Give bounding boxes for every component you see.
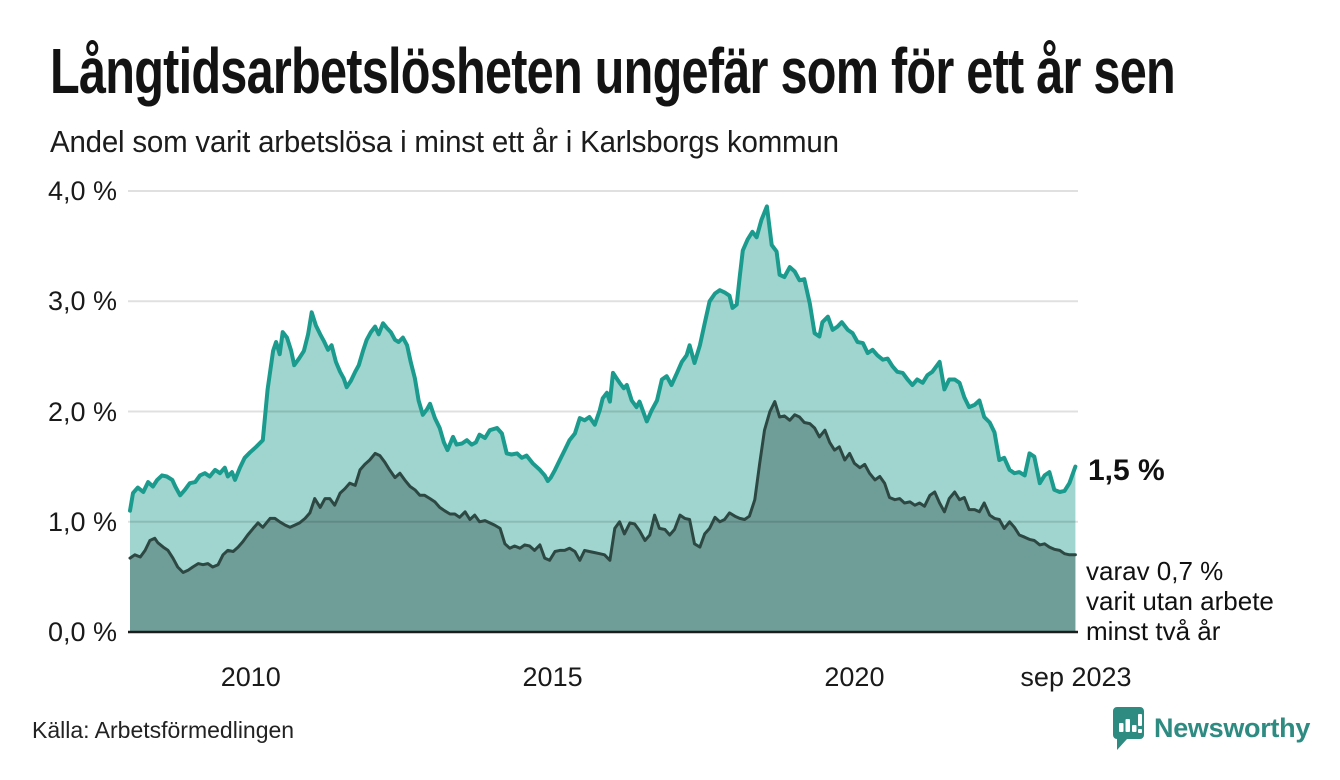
series-two-year-line	[128, 400, 1077, 574]
source-note: Källa: Arbetsförmedlingen	[32, 717, 295, 743]
series-total-line	[128, 204, 1078, 513]
page-title: Långtidsarbetslösheten ungefär som för e…	[50, 35, 1176, 107]
series-end-label-total: 1,5 %	[1088, 454, 1165, 487]
x-axis-tick-label: sep 2023	[1020, 662, 1132, 692]
y-axis-tick-label: 2,0 %	[47, 396, 117, 427]
chart-subtitle: Andel som varit arbetslösa i minst ett å…	[50, 124, 839, 159]
newsworthy-logo: Newsworthy	[1112, 706, 1310, 757]
newsworthy-wordmark: Newsworthy	[1154, 713, 1311, 743]
series-end-label-two-year: varav 0,7 % varit utan arbete minst två …	[1086, 556, 1274, 646]
series-two-year-area	[130, 401, 1076, 632]
y-axis-tick-label: 0,0 %	[47, 617, 117, 647]
x-axis-tick-label: 2020	[824, 662, 885, 692]
x-axis-tick-label: 2010	[220, 662, 281, 692]
y-axis-tick-label: 1,0 %	[47, 506, 117, 537]
x-axis-tick-label: 2015	[522, 662, 583, 692]
y-axis-tick-label: 4,0 %	[47, 176, 117, 206]
newsworthy-bubble-chart-icon	[1112, 706, 1145, 757]
y-axis-tick-label: 3,0 %	[47, 286, 117, 317]
